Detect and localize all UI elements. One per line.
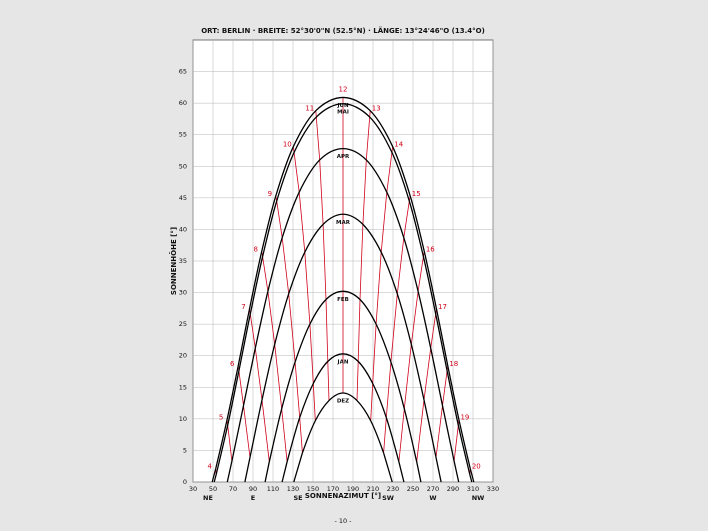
x-tick-label: 210: [367, 485, 379, 493]
sunrise-segment: [211, 468, 217, 483]
page-number: - 10 -: [334, 517, 352, 525]
y-tick-label: 45: [179, 194, 187, 202]
y-tick-label: 15: [179, 383, 187, 391]
hour-label: 5: [219, 413, 223, 421]
sunset-segment: [469, 468, 475, 483]
sunset-segment: [435, 457, 442, 483]
x-tick-label: 90: [249, 485, 257, 493]
hour-label: 16: [426, 246, 435, 254]
hour-label: 12: [339, 85, 348, 93]
sunrise-segment: [226, 461, 233, 483]
hour-line: [435, 365, 449, 458]
x-tick-label: 250: [407, 485, 419, 493]
x-tick-label: 190: [347, 485, 359, 493]
month-label: JAN: [337, 359, 349, 365]
y-tick-label: 0: [183, 478, 187, 486]
month-label: MAI: [337, 109, 349, 115]
hour-label: 11: [305, 105, 314, 113]
hour-label: 13: [372, 105, 381, 113]
compass-label: E: [251, 494, 255, 502]
sunrise-segment: [213, 474, 217, 483]
day-curve: [268, 290, 418, 462]
hour-label: 9: [268, 190, 272, 198]
month-label: DEZ: [337, 398, 349, 404]
compass-label: SW: [382, 494, 394, 502]
x-tick-label: 170: [327, 485, 339, 493]
y-tick-label: 55: [179, 131, 187, 139]
compass-label: NW: [472, 494, 485, 502]
hour-label: 8: [253, 246, 257, 254]
y-tick-label: 60: [179, 99, 187, 107]
y-axis-label: SONNENHÖHE [°]: [169, 227, 178, 295]
sunset-segment: [416, 461, 422, 483]
sunset-segment: [453, 461, 460, 483]
day-curve: [249, 213, 437, 458]
y-tick-label: 50: [179, 162, 187, 170]
y-tick-label: 20: [179, 352, 187, 360]
y-tick-label: 65: [179, 68, 187, 76]
day-curve: [215, 103, 471, 475]
sunrise-segment: [281, 461, 288, 483]
x-axis-label: SONNENAZIMUT [°]: [305, 492, 381, 500]
x-tick-label: 270: [427, 485, 439, 493]
hour-label: 6: [230, 360, 235, 368]
y-tick-label: 40: [179, 225, 187, 233]
day-curve: [286, 353, 400, 462]
x-tick-label: 150: [307, 485, 319, 493]
x-tick-label: 50: [209, 485, 217, 493]
sunset-segment: [382, 452, 393, 483]
y-tick-label: 30: [179, 289, 187, 297]
hour-line: [237, 365, 251, 458]
month-label: FEB: [337, 297, 349, 303]
hour-label: 20: [472, 463, 481, 471]
hour-label: 17: [438, 303, 447, 311]
sunrise-segment: [264, 461, 270, 483]
month-label: JUN: [336, 103, 349, 109]
y-tick-label: 25: [179, 320, 187, 328]
hour-label: 4: [207, 463, 212, 471]
x-tick-label: 110: [267, 485, 279, 493]
x-tick-label: 310: [467, 485, 479, 493]
sunset-segment: [398, 461, 405, 483]
day-curve: [231, 147, 455, 462]
hour-label: 7: [241, 303, 245, 311]
hour-label: 18: [449, 360, 458, 368]
month-label: MAR: [336, 220, 351, 226]
sunrise-segment: [293, 452, 304, 483]
y-tick-label: 35: [179, 257, 187, 265]
compass-label: SE: [293, 494, 302, 502]
x-tick-label: 230: [387, 485, 399, 493]
x-tick-label: 70: [229, 485, 237, 493]
hour-label: 14: [394, 141, 403, 149]
compass-label: W: [429, 494, 436, 502]
x-tick-label: 330: [487, 485, 499, 493]
y-tick-label: 5: [183, 446, 187, 454]
y-tick-label: 10: [179, 415, 187, 423]
day-curve: [215, 96, 471, 469]
x-tick-label: 290: [447, 485, 459, 493]
sunrise-segment: [244, 457, 251, 483]
x-tick-label: 30: [189, 485, 197, 493]
hour-label: 15: [412, 190, 421, 198]
chart-title: ORT: BERLIN · BREITE: 52°30'0"N (52.5°N)…: [201, 26, 485, 35]
hour-label: 19: [460, 413, 469, 421]
hour-label: 10: [283, 141, 292, 149]
day-curve: [301, 392, 385, 454]
x-tick-label: 130: [287, 485, 299, 493]
compass-label: NE: [203, 494, 213, 502]
month-label: APR: [337, 154, 350, 160]
sunset-segment: [469, 474, 473, 483]
